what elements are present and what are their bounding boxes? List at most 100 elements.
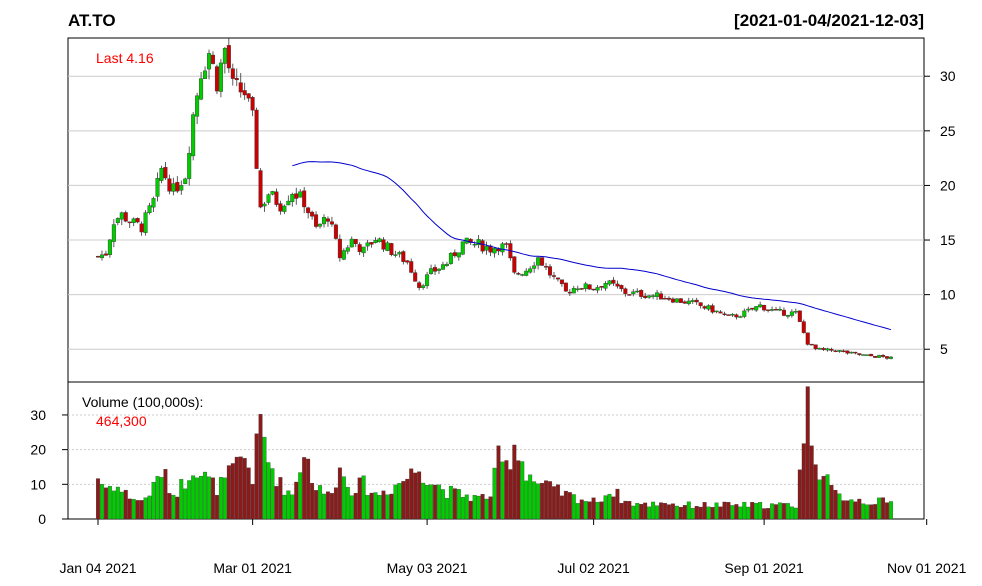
volume-bar xyxy=(191,475,196,520)
candle-body xyxy=(484,246,489,251)
x-tick-label: Mar 01 2021 xyxy=(213,560,292,576)
candle-body xyxy=(777,308,782,311)
volume-bar xyxy=(369,492,374,520)
candle-body xyxy=(865,354,870,356)
volume-bar xyxy=(611,496,616,520)
volume-bar xyxy=(520,461,525,520)
volume-bar xyxy=(155,476,160,520)
volume-bar xyxy=(429,484,434,520)
volume-bar xyxy=(111,490,116,520)
volume-bar xyxy=(540,483,545,520)
volume-bar xyxy=(282,494,287,520)
candle-body xyxy=(163,167,168,179)
candle-body xyxy=(623,288,628,294)
volume-bar xyxy=(623,500,628,520)
candle-body xyxy=(333,224,338,239)
candle-body xyxy=(337,238,342,259)
volume-bar xyxy=(119,491,124,520)
volume-bar xyxy=(115,486,120,520)
candle-body xyxy=(714,310,719,313)
volume-bar xyxy=(147,495,152,520)
volume-bar xyxy=(552,486,556,520)
candle-body xyxy=(793,311,798,313)
volume-bar xyxy=(476,495,481,520)
candle-body xyxy=(821,348,826,350)
volume-bar xyxy=(389,493,394,520)
candle-body xyxy=(393,254,398,256)
candle-body xyxy=(536,257,541,266)
candle-body xyxy=(548,266,553,276)
candle-body xyxy=(813,344,818,350)
candle-body xyxy=(837,350,842,352)
candle-body xyxy=(361,246,366,254)
volume-bar xyxy=(163,469,168,520)
candle-body xyxy=(512,256,517,273)
candle-body xyxy=(817,347,822,350)
candle-body xyxy=(873,356,878,358)
volume-bar xyxy=(817,479,822,520)
candle-body xyxy=(226,45,231,69)
candle-body xyxy=(329,221,334,225)
volume-bar xyxy=(702,502,707,520)
candle-body xyxy=(143,212,148,233)
candle-body xyxy=(544,266,549,268)
candle-body xyxy=(195,95,200,117)
candle-body xyxy=(730,313,735,316)
volume-bar xyxy=(444,497,449,520)
candle-body xyxy=(175,182,180,192)
candle-body xyxy=(452,252,457,257)
candle-body xyxy=(111,224,116,242)
candle-body xyxy=(805,332,810,345)
volume-bar xyxy=(849,499,854,520)
volume-bar xyxy=(290,494,295,520)
candle-body xyxy=(559,279,564,285)
candle-body xyxy=(845,350,850,354)
candle-body xyxy=(563,282,568,292)
volume-bar xyxy=(437,484,441,520)
candle-body xyxy=(770,309,775,311)
volume-bar xyxy=(195,477,200,520)
candle-body xyxy=(274,191,279,205)
volume-bar xyxy=(159,477,164,520)
volume-bar xyxy=(405,478,410,520)
candle-body xyxy=(468,239,473,243)
candle-body xyxy=(607,280,612,285)
volume-axis: 0 10 20 30 xyxy=(30,407,68,527)
candle-body xyxy=(659,293,664,300)
volume-bar xyxy=(516,460,521,520)
volume-bar xyxy=(353,492,358,520)
candle-body xyxy=(345,247,350,252)
candle-body xyxy=(567,291,572,294)
candle-body xyxy=(762,304,767,311)
volume-bar xyxy=(781,503,786,520)
volume-bar xyxy=(226,465,231,520)
volume-bar xyxy=(512,444,517,520)
volume-bar xyxy=(714,502,719,520)
candle-body xyxy=(203,70,208,79)
volume-bar xyxy=(889,501,893,520)
candle-body xyxy=(417,282,422,288)
candle-body xyxy=(690,300,695,302)
volume-bar xyxy=(567,492,572,520)
candle-body xyxy=(250,97,255,111)
volume-bar xyxy=(96,478,100,520)
volume-bar xyxy=(607,493,612,520)
candle-body xyxy=(440,264,445,270)
volume-bar xyxy=(322,493,326,520)
candle-body xyxy=(155,178,160,197)
volume-bar xyxy=(762,508,767,520)
candle-body xyxy=(429,268,434,275)
volume-bar xyxy=(492,467,497,520)
volume-bar xyxy=(694,506,699,520)
volume-bar xyxy=(774,504,778,520)
candle-body xyxy=(365,242,370,247)
candle-body xyxy=(436,268,441,271)
candle-body xyxy=(722,313,727,316)
candle-body xyxy=(718,311,723,314)
x-axis: Jan 04 2021 Mar 01 2021 May 03 2021 Jul 02 … xyxy=(59,513,967,576)
volume-bar xyxy=(686,501,691,520)
candle-body xyxy=(801,321,806,333)
candle-body xyxy=(686,300,691,305)
candle-body xyxy=(595,287,600,291)
candle-body xyxy=(881,354,886,357)
